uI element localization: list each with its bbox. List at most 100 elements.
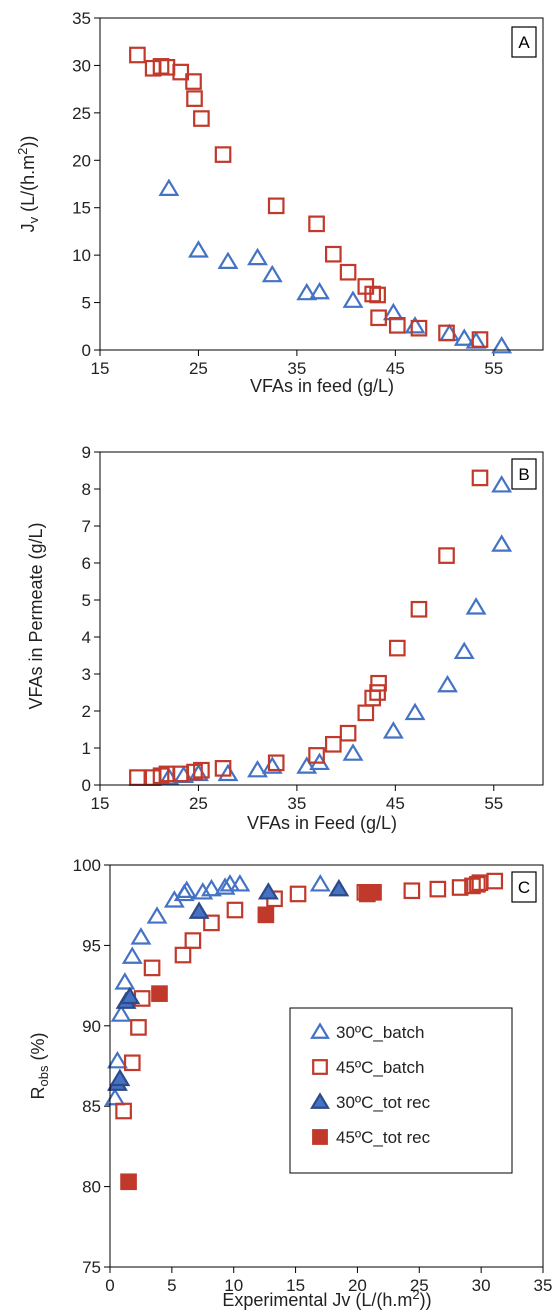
data-point <box>115 1102 132 1120</box>
data-point <box>201 878 222 897</box>
y-tick-label: 20 <box>72 151 91 170</box>
y-tick-label: 95 <box>82 936 101 955</box>
data-point <box>453 328 475 346</box>
data-point <box>217 763 239 782</box>
data-point <box>203 914 220 932</box>
data-point <box>438 547 455 564</box>
data-point <box>152 767 170 785</box>
data-point <box>296 756 318 774</box>
y-tick-label: 15 <box>72 199 91 218</box>
data-point <box>184 932 202 949</box>
data-point <box>324 735 342 753</box>
y-tick-label: 75 <box>82 1258 101 1277</box>
y-tick-label: 8 <box>82 480 91 499</box>
series-1 <box>115 872 504 1120</box>
data-point <box>214 760 232 777</box>
legend-marker <box>312 1059 328 1075</box>
data-point <box>370 674 387 692</box>
panel-label: A <box>518 33 530 52</box>
data-point <box>151 985 168 1002</box>
data-point <box>185 73 202 90</box>
data-point <box>176 880 198 898</box>
data-point <box>217 251 239 270</box>
data-point <box>106 1050 128 1069</box>
x-tick-label: 30 <box>472 1276 491 1295</box>
data-point <box>324 245 342 263</box>
data-point <box>110 1004 132 1022</box>
data-point <box>257 906 275 924</box>
y-tick-label: 1 <box>82 739 91 758</box>
y-tick-label: 2 <box>82 702 91 721</box>
y-tick-label: 100 <box>73 856 101 875</box>
x-tick-label: 45 <box>386 794 405 813</box>
data-point <box>486 872 504 890</box>
data-point <box>193 110 210 127</box>
x-axis-label: VFAs in Feed (g/L) <box>247 813 397 833</box>
y-tick-label: 0 <box>82 776 91 795</box>
data-point <box>123 1054 141 1072</box>
x-axis-label: VFAs in feed (g/L) <box>250 376 394 396</box>
x-tick-label: 25 <box>189 794 208 813</box>
legend-marker <box>310 1022 330 1039</box>
data-point <box>357 704 375 722</box>
data-point <box>119 986 141 1005</box>
y-tick-label: 35 <box>72 9 91 28</box>
data-point <box>289 885 307 903</box>
data-point <box>129 46 146 64</box>
data-point <box>121 946 143 964</box>
x-tick-label: 15 <box>286 1276 305 1295</box>
data-point <box>267 754 285 772</box>
panel-label-box <box>511 871 537 903</box>
x-tick-label: 5 <box>167 1276 176 1295</box>
data-point <box>369 684 386 701</box>
x-tick-label: 15 <box>91 359 110 378</box>
data-point <box>469 875 486 893</box>
data-point <box>388 639 406 657</box>
data-point <box>491 534 513 552</box>
data-point <box>219 874 241 892</box>
data-point <box>114 972 136 990</box>
legend-marker <box>310 1092 330 1109</box>
panel-label-box <box>511 458 537 490</box>
y-tick-label: 4 <box>82 628 91 647</box>
data-point <box>129 769 146 786</box>
data-point <box>364 689 382 707</box>
data-point <box>491 335 513 354</box>
y-tick-label: 7 <box>82 517 91 536</box>
plot-border <box>109 864 544 1268</box>
data-point <box>174 946 192 964</box>
data-point <box>229 874 251 892</box>
y-tick-label: 9 <box>82 443 91 462</box>
data-point <box>451 879 469 896</box>
x-tick-label: 25 <box>410 1276 429 1295</box>
data-point <box>188 240 209 258</box>
y-tick-label: 90 <box>82 1017 101 1036</box>
panel-label-box <box>511 26 537 58</box>
legend: 30ºC_batch 45ºC_batch 30ºC_tot rec 45ºC_… <box>289 1007 513 1174</box>
y-label-sup: 2 <box>15 148 30 155</box>
data-point <box>309 874 331 892</box>
legend-label: 45ºC_batch <box>336 1058 424 1077</box>
series-2 <box>106 878 350 1091</box>
data-point <box>158 178 180 196</box>
data-point <box>365 884 382 901</box>
data-point <box>247 247 268 266</box>
data-point <box>309 281 330 300</box>
y-axis-label: Robs (%) <box>28 1033 51 1100</box>
x-tick-label: 0 <box>105 1276 114 1295</box>
x-label-sup: 2 <box>412 1287 419 1302</box>
data-point <box>130 1019 147 1036</box>
y-tick-label: 0 <box>82 341 91 360</box>
y-axis-label: Jv (L/(h.m2)) <box>15 136 41 233</box>
data-point <box>439 323 460 342</box>
data-point <box>370 309 387 327</box>
x-tick-label: 35 <box>287 794 306 813</box>
x-tick-label: 55 <box>484 359 503 378</box>
data-point <box>471 331 489 348</box>
data-point <box>214 877 236 895</box>
y-label-sub: v <box>26 216 41 223</box>
data-point <box>471 469 489 487</box>
series-0 <box>158 178 513 354</box>
x-tick-label: 35 <box>287 359 306 378</box>
